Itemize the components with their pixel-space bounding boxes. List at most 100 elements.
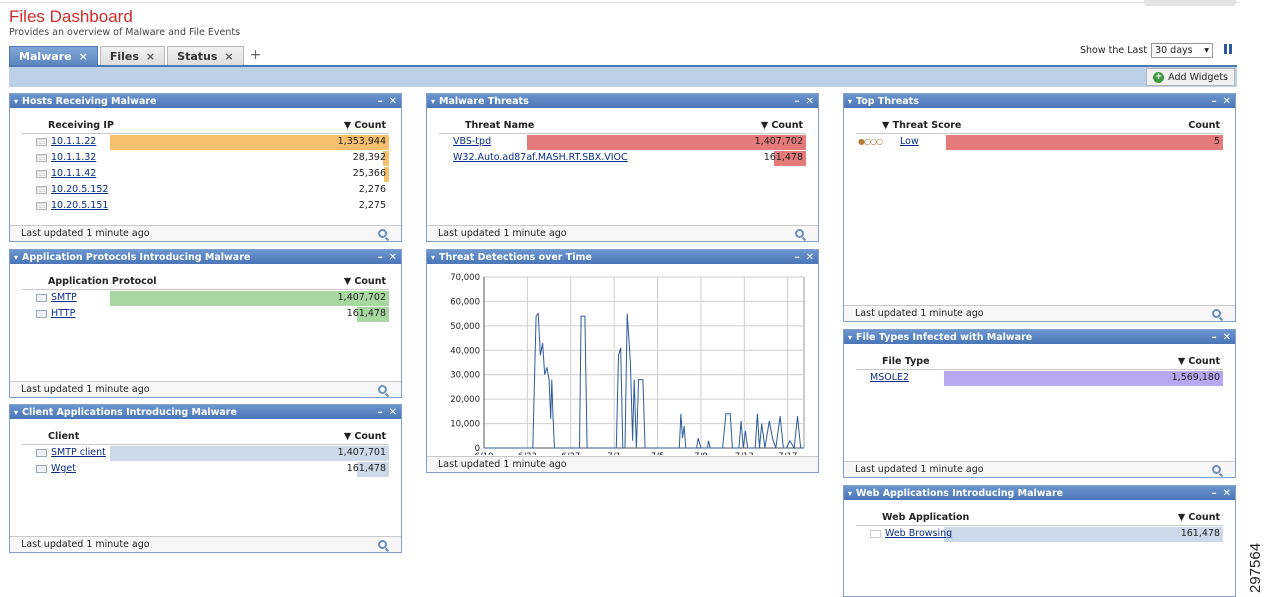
magnifier-icon[interactable] [378,229,387,238]
table-row[interactable]: W32.Auto.ad87af.MASH.RT.SBX.VIOC 161,478 [439,150,806,166]
row-link[interactable]: Wget [51,463,76,474]
row-link[interactable]: Web Browsing [885,528,953,539]
minimize-icon[interactable]: – [794,251,800,263]
row-link[interactable]: MSOLE2 [870,372,910,383]
collapse-chevron-icon[interactable]: ▾ [431,252,436,262]
add-tab-button[interactable]: + [249,47,262,63]
tab-files[interactable]: Files × [99,46,166,65]
tab-malware[interactable]: Malware × [9,46,98,65]
column-application-protocol[interactable]: Application Protocol [48,276,157,287]
minimize-icon[interactable]: – [377,406,383,418]
column-count[interactable]: ▼ Count [1177,356,1220,367]
row-link[interactable]: SMTP [51,292,77,303]
widget-header[interactable]: ▾ Malware Threats – ✕ [427,94,818,108]
dashboard-toolbar: + Add Widgets [9,65,1237,87]
widget-header[interactable]: ▾ Application Protocols Introducing Malw… [10,250,401,264]
column-client[interactable]: Client [48,431,80,442]
collapse-chevron-icon[interactable]: ▾ [848,488,853,498]
host-icon [36,154,47,162]
tab-status[interactable]: Status × [167,46,244,65]
row-link[interactable]: W32.Auto.ad87af.MASH.RT.SBX.VIOC [453,152,628,163]
y-tick-label: 70,000 [450,273,480,283]
pause-icon[interactable] [1224,44,1232,54]
minimize-icon[interactable]: – [794,95,800,107]
app-icon [36,294,47,302]
close-icon[interactable]: ✕ [388,406,397,418]
column-count[interactable]: Count [1188,120,1220,131]
column-count[interactable]: ▼ Count [343,120,386,131]
minimize-icon[interactable]: – [377,95,383,107]
minimize-icon[interactable]: – [1211,331,1217,343]
row-count: 1,353,944 [337,136,386,147]
widget-header[interactable]: ▾ File Types Infected with Malware – ✕ [844,330,1235,344]
widget-header[interactable]: ▾ Threat Detections over Time – ✕ [427,250,818,264]
row-link[interactable]: 10.20.5.151 [51,200,109,211]
row-link[interactable]: 10.20.5.152 [51,184,109,195]
row-link[interactable]: Low [900,136,919,147]
collapse-chevron-icon[interactable]: ▾ [14,252,19,262]
magnifier-icon[interactable] [378,540,387,549]
row-count: 2,276 [358,184,386,195]
widget-application-protocols: ▾ Application Protocols Introducing Malw… [9,249,402,398]
add-widgets-button[interactable]: + Add Widgets [1146,68,1235,86]
time-range-select[interactable]: 30 days ▾ [1151,43,1214,58]
widget-header[interactable]: ▾ Top Threats – ✕ [844,94,1235,108]
magnifier-icon[interactable] [795,229,804,238]
row-link[interactable]: VBS-tpd [453,136,492,147]
collapse-chevron-icon[interactable]: ▾ [431,96,436,106]
close-icon[interactable]: × [145,49,156,63]
magnifier-icon[interactable] [1212,465,1221,474]
table-row[interactable]: 10.1.1.32 28,392 [22,150,389,166]
widget-header[interactable]: ▾ Web Applications Introducing Malware –… [844,486,1235,500]
row-link[interactable]: HTTP [51,308,76,319]
table-row[interactable]: SMTP 1,407,702 [22,290,389,306]
column-threat-score[interactable]: ▼ Threat Score [882,120,962,131]
table-row[interactable]: Web Browsing 161,478 [856,526,1223,542]
close-icon[interactable]: ✕ [805,251,814,263]
collapse-chevron-icon[interactable]: ▾ [848,96,853,106]
magnifier-icon[interactable] [1212,309,1221,318]
table-row[interactable]: Wget 161,478 [22,461,389,477]
collapse-chevron-icon[interactable]: ▾ [14,96,19,106]
row-link[interactable]: 10.1.1.42 [51,168,97,179]
close-icon[interactable]: ✕ [1222,331,1231,343]
close-icon[interactable]: ✕ [1222,95,1231,107]
collapse-chevron-icon[interactable]: ▾ [14,407,19,417]
close-icon[interactable]: ✕ [388,95,397,107]
hosts-table: Receiving IP ▼ Count 10.1.1.22 1,353,944 1… [22,118,389,214]
column-count[interactable]: ▼ Count [343,431,386,442]
table-header: Web Application ▼ Count [856,510,1223,526]
widget-header[interactable]: ▾ Client Applications Introducing Malwar… [10,405,401,419]
row-link[interactable]: 10.1.1.22 [51,136,97,147]
close-icon[interactable]: ✕ [805,95,814,107]
top-scroll-handle[interactable] [1144,0,1236,6]
column-count[interactable]: ▼ Count [343,276,386,287]
minimize-icon[interactable]: – [377,251,383,263]
magnifier-icon[interactable] [378,385,387,394]
collapse-chevron-icon[interactable]: ▾ [848,332,853,342]
table-row[interactable]: 10.1.1.42 25,366 [22,166,389,182]
table-row[interactable]: 10.1.1.22 1,353,944 [22,134,389,150]
column-count[interactable]: ▼ Count [1177,512,1220,523]
column-threat-name[interactable]: Threat Name [465,120,535,131]
close-icon[interactable]: ✕ [1222,487,1231,499]
row-link[interactable]: SMTP client [51,447,106,458]
minimize-icon[interactable]: – [1211,487,1217,499]
close-icon[interactable]: × [78,49,88,63]
table-row[interactable]: HTTP 161,478 [22,306,389,322]
column-receiving-ip[interactable]: Receiving IP [48,120,114,131]
table-row[interactable]: VBS-tpd 1,407,702 [439,134,806,150]
close-icon[interactable]: × [224,49,234,63]
column-file-type[interactable]: File Type [882,356,930,367]
table-row[interactable]: 10.20.5.151 2,275 [22,198,389,214]
table-row[interactable]: MSOLE2 1,569,180 [856,370,1223,386]
widget-header[interactable]: ▾ Hosts Receiving Malware – ✕ [10,94,401,108]
table-row[interactable]: SMTP client 1,407,701 [22,445,389,461]
table-row[interactable]: 10.20.5.152 2,276 [22,182,389,198]
close-icon[interactable]: ✕ [388,251,397,263]
column-count[interactable]: ▼ Count [760,120,803,131]
minimize-icon[interactable]: – [1211,95,1217,107]
column-web-application[interactable]: Web Application [882,512,970,523]
row-link[interactable]: 10.1.1.32 [51,152,97,163]
table-row[interactable]: ●○○○ Low 5 [856,134,1223,150]
